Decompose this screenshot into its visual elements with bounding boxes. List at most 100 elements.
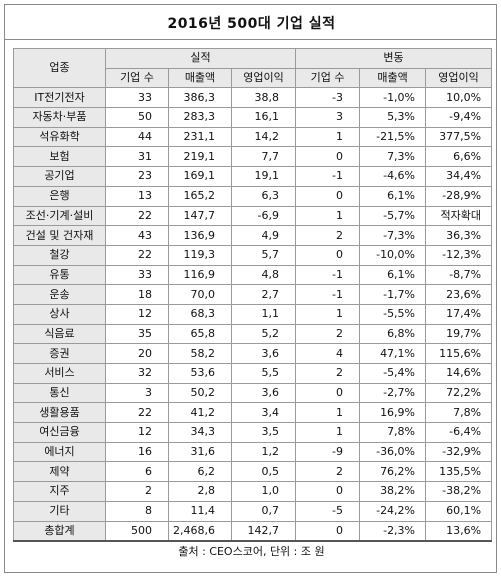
operating-profit-cell: 2,7	[230, 284, 297, 305]
change-operating-profit-cell: 34,4%	[425, 166, 493, 187]
change-sales-cell: -1,0%	[359, 87, 427, 109]
operating-profit-cell: 38,8	[230, 87, 297, 109]
industry-name: 유통	[13, 264, 106, 286]
table-row: 통신 3 50,2 3,6 0 -2,7% 72,2%	[13, 382, 493, 404]
sales-cell: 231,1	[168, 126, 232, 148]
table-header: 업종 실적 변동 기업 수 매출액 영업이익 기업 수 매출액 영업이익	[13, 47, 493, 89]
change-companies-cell: -1	[295, 264, 361, 286]
operating-profit-cell: 3,6	[230, 382, 297, 404]
companies-cell: 43	[105, 225, 169, 246]
table-body: IT전기전자 33 386,3 38,8 -3 -1,0% 10,0% 자동차·부품 50 283…	[13, 87, 493, 543]
change-operating-profit-cell: 적자확대	[425, 205, 493, 227]
change-companies-cell: 3	[295, 107, 361, 128]
operating-profit-cell: 7,7	[230, 146, 297, 168]
change-operating-profit-cell: 36,3%	[425, 225, 493, 246]
operating-profit-cell: 142,7	[230, 520, 297, 543]
companies-cell: 44	[105, 126, 169, 148]
header-sales: 매출액	[168, 67, 232, 89]
industry-name: 기타	[13, 500, 106, 522]
industry-name: 은행	[13, 185, 106, 207]
operating-profit-cell: 0,7	[230, 500, 297, 522]
sales-cell: 31,6	[168, 441, 232, 463]
change-sales-cell: 76,2%	[359, 461, 427, 483]
change-sales-cell: 7,3%	[359, 146, 427, 168]
header-change-companies: 기업 수	[295, 67, 361, 89]
companies-cell: 23	[105, 166, 169, 187]
table-row: 여신금융 12 34,3 3,5 1 7,8% -6,4%	[13, 422, 493, 443]
change-operating-profit-cell: -32,9%	[425, 441, 493, 463]
change-operating-profit-cell: 14,6%	[425, 363, 493, 384]
companies-cell: 13	[105, 185, 169, 207]
change-operating-profit-cell: 7,8%	[425, 402, 493, 424]
change-companies-cell: 0	[295, 185, 361, 207]
change-companies-cell: -3	[295, 87, 361, 109]
companies-cell: 18	[105, 284, 169, 305]
change-operating-profit-cell: 23,6%	[425, 284, 493, 305]
industry-name: 통신	[13, 382, 106, 404]
change-sales-cell: 38,2%	[359, 481, 427, 502]
change-companies-cell: 2	[295, 323, 361, 345]
sales-cell: 41,2	[168, 402, 232, 424]
change-operating-profit-cell: -28,9%	[425, 185, 493, 207]
header-change-sales: 매출액	[359, 67, 427, 89]
companies-cell: 22	[105, 244, 169, 266]
sales-cell: 386,3	[168, 87, 232, 109]
industry-name: 식음료	[13, 323, 106, 345]
header-change-operating-profit: 영업이익	[425, 67, 493, 89]
change-sales-cell: 6,1%	[359, 185, 427, 207]
companies-cell: 12	[105, 422, 169, 443]
sales-cell: 165,2	[168, 185, 232, 207]
change-companies-cell: 0	[295, 244, 361, 266]
table-row: 운송 18 70,0 2,7 -1 -1,7% 23,6%	[13, 284, 493, 305]
change-sales-cell: 5,3%	[359, 107, 427, 128]
title-divider	[5, 39, 496, 40]
change-companies-cell: -9	[295, 441, 361, 463]
companies-cell: 50	[105, 107, 169, 128]
industry-name: 서비스	[13, 363, 106, 384]
sales-cell: 147,7	[168, 205, 232, 227]
operating-profit-cell: 1,2	[230, 441, 297, 463]
operating-profit-cell: 5,2	[230, 323, 297, 345]
sales-cell: 50,2	[168, 382, 232, 404]
change-companies-cell: 1	[295, 205, 361, 227]
table-row: 공기업 23 169,1 19,1 -1 -4,6% 34,4%	[13, 166, 493, 187]
sales-cell: 169,1	[168, 166, 232, 187]
report-title: 2016년 500대 기업 실적	[167, 16, 336, 32]
change-sales-cell: 47,1%	[359, 343, 427, 364]
industry-name: 공기업	[13, 166, 106, 187]
change-operating-profit-cell: -9,4%	[425, 107, 493, 128]
companies-cell: 31	[105, 146, 169, 168]
change-sales-cell: -21,5%	[359, 126, 427, 148]
header-category: 업종	[13, 47, 106, 89]
table-row: 석유화학 44 231,1 14,2 1 -21,5% 377,5%	[13, 126, 493, 148]
change-companies-cell: 1	[295, 126, 361, 148]
table-row: 유통 33 116,9 4,8 -1 6,1% -8,7%	[13, 264, 493, 286]
change-sales-cell: 6,1%	[359, 264, 427, 286]
table-row: 기타 8 11,4 0,7 -5 -24,2% 60,1%	[13, 500, 493, 522]
industry-name: 조선·기계·설비	[13, 205, 106, 227]
companies-cell: 35	[105, 323, 169, 345]
companies-cell: 33	[105, 87, 169, 109]
industry-name: 운송	[13, 284, 106, 305]
table-row: 증권 20 58,2 3,6 4 47,1% 115,6%	[13, 343, 493, 364]
operating-profit-cell: 4,9	[230, 225, 297, 246]
change-companies-cell: 1	[295, 303, 361, 325]
companies-cell: 12	[105, 303, 169, 325]
change-operating-profit-cell: -8,7%	[425, 264, 493, 286]
change-companies-cell: 1	[295, 422, 361, 443]
header-change-group: 변동	[295, 48, 493, 69]
header-companies: 기업 수	[105, 67, 169, 89]
change-sales-cell: -7,3%	[359, 225, 427, 246]
change-operating-profit-cell: 13,6%	[425, 520, 493, 543]
change-companies-cell: -1	[295, 166, 361, 187]
change-companies-cell: -1	[295, 284, 361, 305]
companies-cell: 20	[105, 343, 169, 364]
sales-cell: 53,6	[168, 363, 232, 384]
change-companies-cell: 0	[295, 481, 361, 502]
table-row: 보험 31 219,1 7,7 0 7,3% 6,6%	[13, 146, 493, 168]
sales-cell: 2,468,6	[168, 520, 232, 543]
total-row: 총합계 500 2,468,6 142,7 0 -2,3% 13,6%	[13, 520, 493, 543]
operating-profit-cell: 3,5	[230, 422, 297, 443]
sales-cell: 34,3	[168, 422, 232, 443]
industry-name: IT전기전자	[13, 87, 106, 109]
